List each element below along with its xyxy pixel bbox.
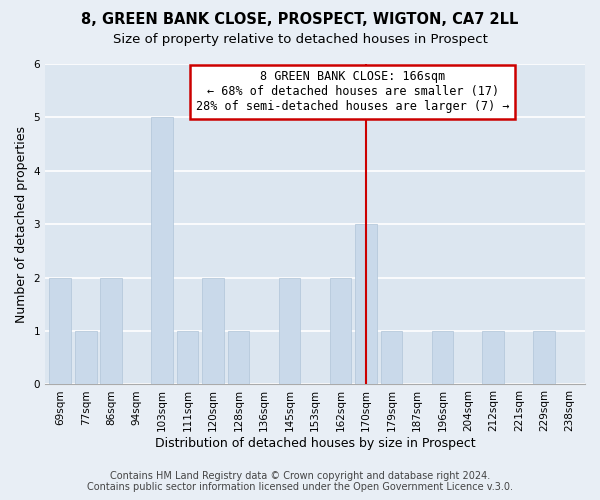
Bar [151,118,173,384]
Bar [533,331,555,384]
Bar [202,278,224,384]
Bar [482,331,504,384]
Bar [228,331,250,384]
Text: 8 GREEN BANK CLOSE: 166sqm
← 68% of detached houses are smaller (17)
28% of semi: 8 GREEN BANK CLOSE: 166sqm ← 68% of deta… [196,70,509,114]
X-axis label: Distribution of detached houses by size in Prospect: Distribution of detached houses by size … [155,437,475,450]
Bar [49,278,71,384]
Y-axis label: Number of detached properties: Number of detached properties [15,126,28,322]
Text: 8, GREEN BANK CLOSE, PROSPECT, WIGTON, CA7 2LL: 8, GREEN BANK CLOSE, PROSPECT, WIGTON, C… [82,12,518,28]
Bar [380,331,402,384]
Bar [279,278,301,384]
Text: Contains HM Land Registry data © Crown copyright and database right 2024.
Contai: Contains HM Land Registry data © Crown c… [87,471,513,492]
Bar [177,331,199,384]
Bar [431,331,453,384]
Bar [75,331,97,384]
Text: Size of property relative to detached houses in Prospect: Size of property relative to detached ho… [113,32,487,46]
Bar [329,278,352,384]
Bar [100,278,122,384]
Bar [355,224,377,384]
